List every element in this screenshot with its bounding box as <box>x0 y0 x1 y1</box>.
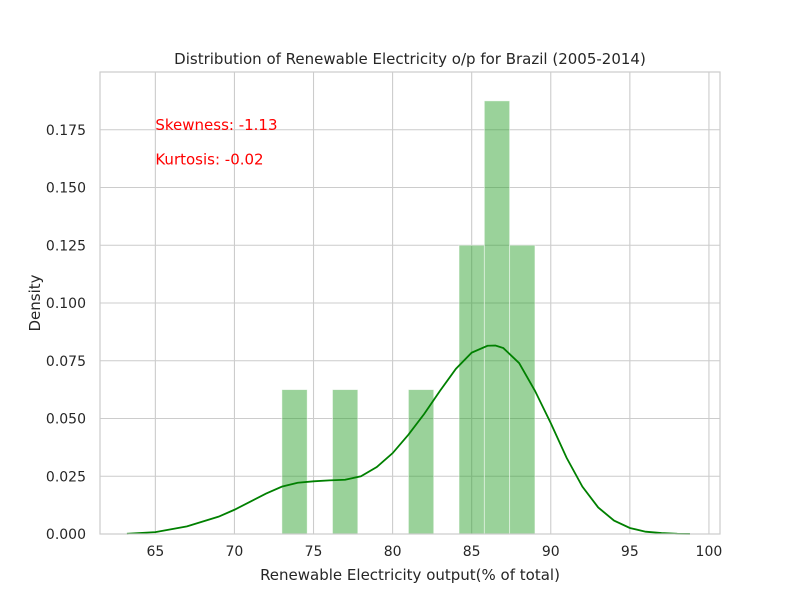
histogram-bar <box>408 389 435 535</box>
histogram-bar <box>509 244 536 535</box>
histogram-bar <box>458 244 485 535</box>
x-tick-label: 65 <box>146 544 164 560</box>
x-tick-label: 95 <box>621 544 639 560</box>
x-tick-label: 90 <box>542 544 560 560</box>
y-tick-label: 0.100 <box>46 296 86 312</box>
y-tick-label: 0.000 <box>46 527 86 543</box>
y-tick-label: 0.125 <box>46 238 86 254</box>
annotation-text: Kurtosis: -0.02 <box>155 150 263 168</box>
y-tick-label: 0.075 <box>46 354 86 370</box>
y-tick-label: 0.025 <box>46 469 86 485</box>
x-tick-label: 75 <box>305 544 323 560</box>
histogram-bars <box>281 100 536 535</box>
y-axis-label: Density <box>26 274 44 331</box>
chart-title: Distribution of Renewable Electricity o/… <box>174 50 646 68</box>
x-tick-label: 85 <box>463 544 481 560</box>
x-tick-label: 70 <box>226 544 244 560</box>
histogram-bar <box>281 389 308 535</box>
x-tick-labels: 65 70 75 80 85 90 95 100 <box>146 544 722 560</box>
annotations: Skewness: -1.13 Kurtosis: -0.02 <box>155 116 277 169</box>
plot-frame <box>99 71 721 535</box>
histogram-bar <box>483 100 511 535</box>
y-tick-label: 0.150 <box>46 181 86 197</box>
grid <box>100 72 720 535</box>
x-tick-label: 100 <box>696 544 723 560</box>
histogram-bar <box>332 389 359 535</box>
x-axis-label: Renewable Electricity output(% of total) <box>260 566 560 584</box>
y-tick-label: 0.175 <box>46 123 86 139</box>
annotation-text: Skewness: -1.13 <box>155 116 277 134</box>
y-tick-labels: 0.000 0.025 0.050 0.075 0.100 0.125 0.150 0.175 <box>46 123 86 543</box>
x-tick-label: 80 <box>384 544 402 560</box>
y-tick-label: 0.050 <box>46 412 86 428</box>
kde-curve <box>126 344 690 535</box>
